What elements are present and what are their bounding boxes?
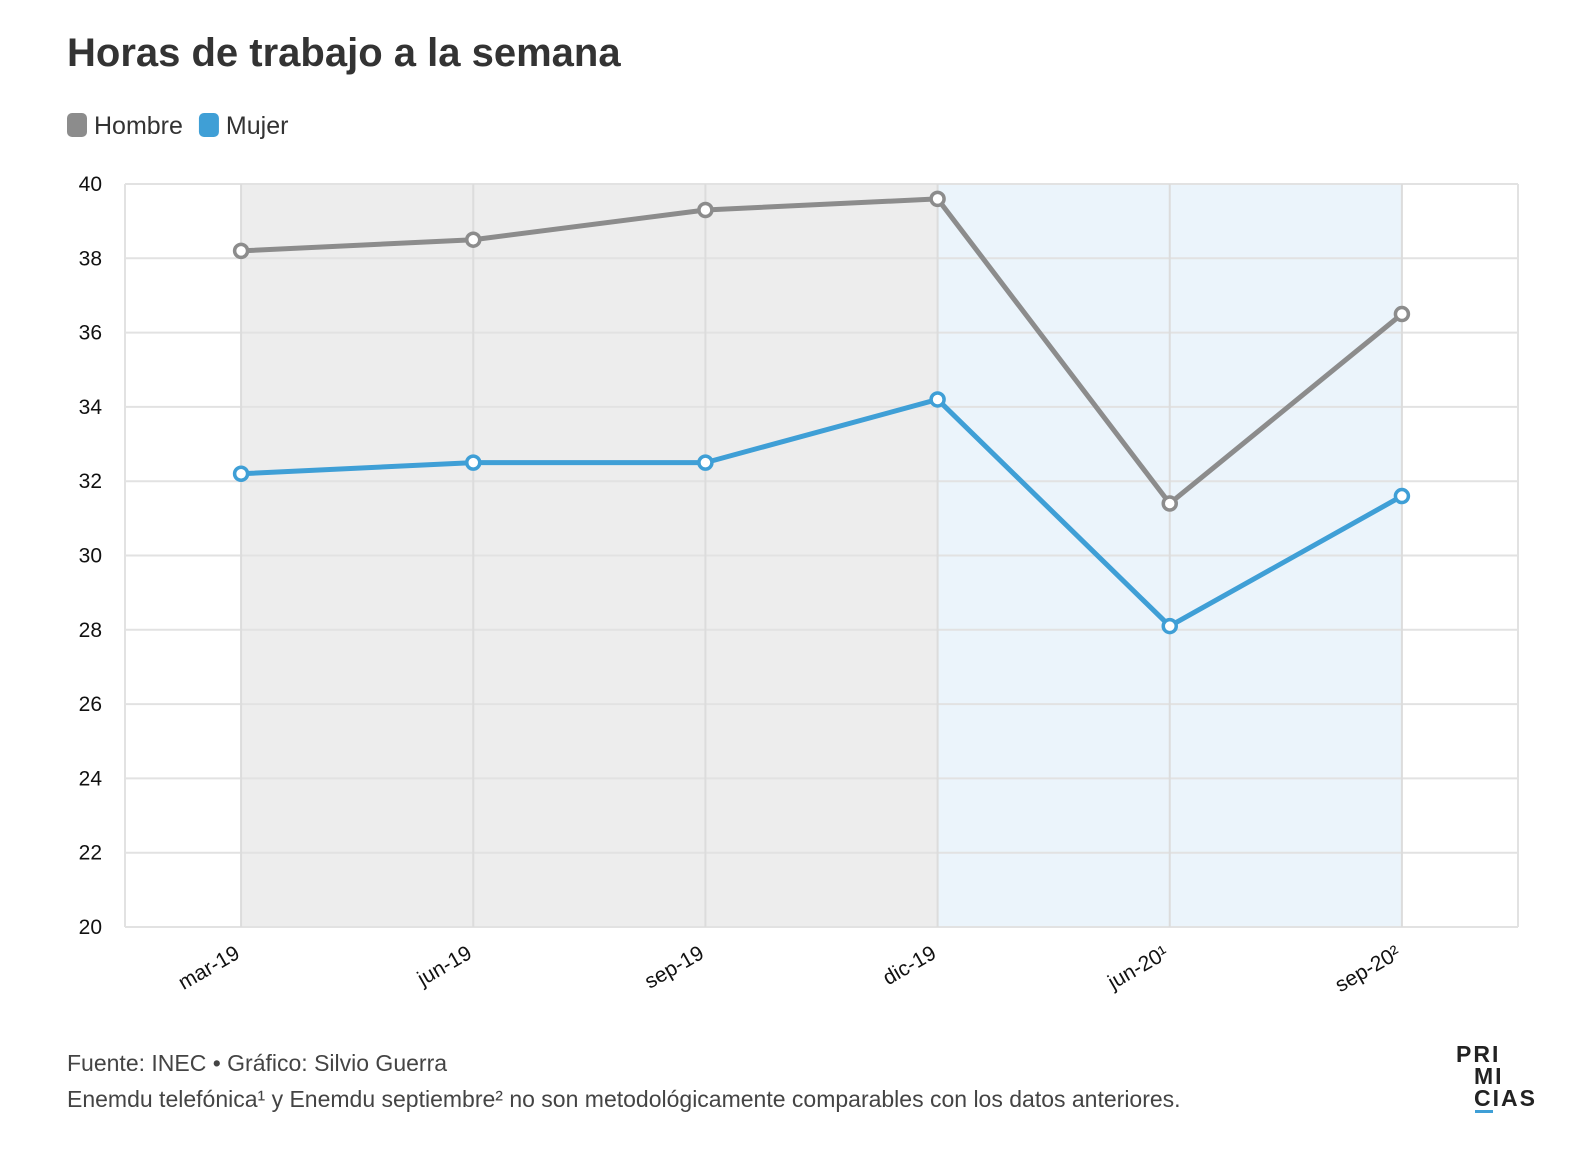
- source: Fuente: INEC • Gráfico: Silvio Guerra: [67, 1050, 447, 1076]
- note: Enemdu telefónica¹ y Enemdu septiembre² …: [67, 1086, 1181, 1112]
- logo-bar: [1475, 1110, 1493, 1113]
- y-tick-label: 20: [79, 916, 102, 939]
- y-tick-label: 28: [79, 619, 102, 642]
- point: [1393, 487, 1411, 505]
- point: [232, 242, 250, 260]
- y-tick-label: 32: [79, 470, 102, 493]
- y-tick-label: 34: [79, 396, 103, 419]
- y-tick-label: 36: [79, 322, 102, 345]
- logo: PRI: [1456, 1041, 1500, 1067]
- point: [465, 454, 482, 471]
- y-tick-label: 38: [79, 247, 102, 270]
- point: [1393, 305, 1411, 323]
- legend-swatch: [67, 113, 87, 137]
- legend-swatch: [198, 113, 219, 137]
- point: [1161, 617, 1178, 635]
- y-tick-label: 22: [79, 842, 102, 865]
- x-tick-label: sep-19: [641, 941, 708, 993]
- x-tick-label: jun-20¹: [1103, 941, 1172, 994]
- point: [929, 391, 946, 408]
- x-tick-label: jun-19: [413, 941, 476, 991]
- x-tick-label: mar-19: [174, 941, 243, 994]
- line: [240, 196, 1404, 506]
- y-tick-label: 30: [79, 545, 102, 568]
- legend-label: Hombre: [94, 112, 183, 140]
- legend-label: Mujer: [226, 112, 289, 140]
- y-tick-label: 40: [79, 173, 102, 196]
- point: [697, 201, 714, 219]
- point: [929, 190, 946, 208]
- point: [232, 465, 250, 483]
- point: [465, 231, 482, 248]
- logo: CIAS: [1474, 1085, 1537, 1111]
- logo: MI: [1474, 1063, 1504, 1089]
- y-tick-label: 26: [79, 693, 102, 716]
- x-tick-label: sep-20²: [1331, 941, 1404, 997]
- line: [240, 396, 1404, 629]
- x-tick-label: dic-19: [879, 941, 940, 990]
- point: [1161, 495, 1178, 512]
- chart-title: Horas de trabajo a la semana: [67, 31, 621, 75]
- point: [697, 454, 714, 471]
- y-tick-label: 24: [79, 767, 103, 790]
